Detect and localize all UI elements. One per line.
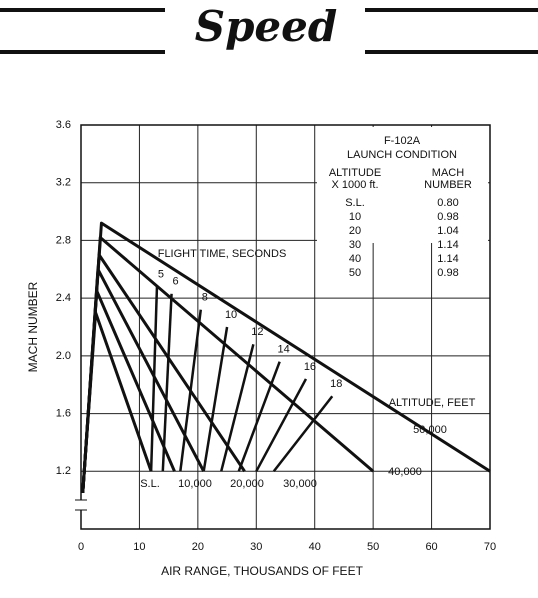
line [81,236,375,494]
axis-break-mark [75,499,87,511]
line [161,293,173,472]
header-title: Speed [195,2,338,51]
legend-label: 30,000 [283,478,317,490]
inset-header: NUMBER [424,179,472,191]
y-tick-label: 3.6 [56,119,71,131]
y-tick-label: 2.0 [56,350,71,362]
time-label: 16 [304,361,316,373]
y-tick-label: 3.2 [56,177,71,189]
header-backdrop [165,2,365,60]
inset-cell: 0.80 [437,197,458,209]
inset-box [317,127,488,243]
time-label: 8 [202,292,208,304]
x-tick-label: 50 [367,541,379,553]
y-tick-label: 2.4 [56,292,71,304]
inset-cell: 1.14 [437,253,458,265]
plot-frame [80,124,491,530]
inset-cell: 30 [349,239,361,251]
line [255,378,308,472]
time-label: 5 [158,269,164,281]
x-tick-label: 10 [133,541,145,553]
line [179,309,203,472]
legend-label: 10,000 [178,478,212,490]
legend-title: ALTITUDE, FEET [389,397,476,409]
inset-cell: 40 [349,253,361,265]
y-tick-label: 1.2 [56,465,71,477]
line [149,286,159,472]
x-tick-label: 20 [192,541,204,553]
inset-header: MACH [432,167,464,179]
legend-label: 20,000 [230,478,264,490]
inset-cell: S.L. [345,197,365,209]
legend-label: S.L. [140,478,160,490]
y-tick-label: 2.8 [56,234,71,246]
line [220,344,255,472]
line [202,326,229,472]
time-label: 12 [251,326,263,338]
inset-cell: 1.04 [437,225,458,237]
legend-label: 40,000 [388,466,422,478]
inset-cell: 10 [349,211,361,223]
inset-cell: 50 [349,267,361,279]
y-tick-label: 1.6 [56,407,71,419]
x-tick-label: 40 [309,541,321,553]
x-tick-label: 60 [425,541,437,553]
time-label: 14 [278,344,290,356]
y-axis-label: MACH NUMBER [26,281,40,372]
line [237,361,281,472]
x-tick-label: 70 [484,541,496,553]
time-label: 6 [173,276,179,288]
time-label: 18 [330,378,342,390]
inset-subtitle: LAUNCH CONDITION [347,149,457,161]
time-title: FLIGHT TIME, SECONDS [158,248,287,260]
inset-header: X 1000 ft. [331,179,378,191]
axis-break [75,500,87,510]
x-tick-label: 30 [250,541,262,553]
inset-title: F-102A [384,135,421,147]
line [81,221,491,494]
inset-cell: 0.98 [437,267,458,279]
x-axis-label: AIR RANGE, THOUSANDS OF FEET [161,564,363,578]
time-label: 10 [225,309,237,321]
inset-cell: 20 [349,225,361,237]
line [272,395,334,473]
inset-cell: 0.98 [437,211,458,223]
inset-header: ALTITUDE [329,167,381,179]
legend-label: 50,000 [413,424,447,436]
inset-cell: 1.14 [437,239,458,251]
plot: 1.2 1.6 2.0 2.4 2.8 3.2 3.6 0 10 20 30 40 50 60 70 F-10… [56,119,496,553]
x-tick-label: 0 [78,541,84,553]
